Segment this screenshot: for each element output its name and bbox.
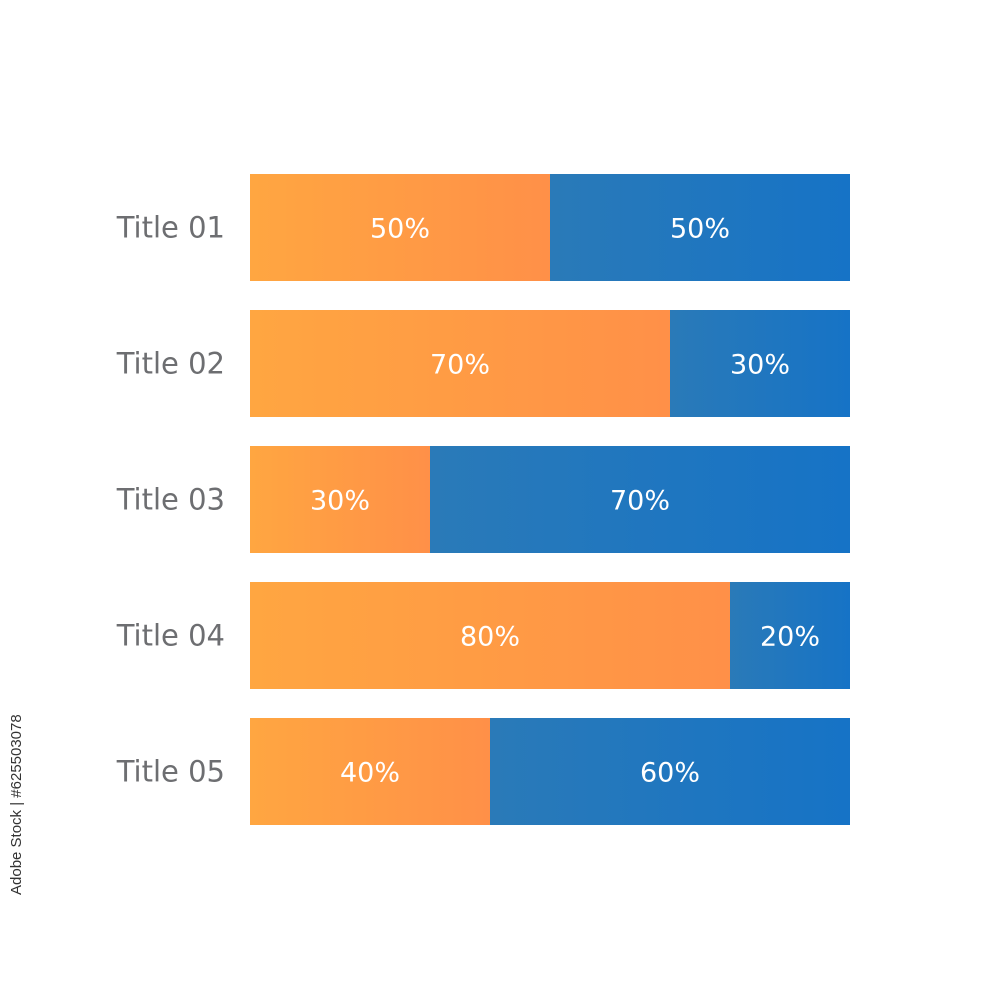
bar-segment-blue [430, 446, 850, 553]
bar-segment-orange [250, 310, 670, 417]
bar-value-label: 70% [430, 350, 490, 381]
bar-value-label: 60% [640, 758, 700, 789]
category-label: Title 03 [116, 483, 225, 517]
bar-value-label: 80% [460, 622, 520, 653]
bar-segment-orange [250, 174, 550, 281]
bar-segment-blue [550, 174, 850, 281]
bar-segment-orange [250, 718, 490, 825]
bar-value-label: 20% [760, 622, 820, 653]
bar-segment-orange [250, 582, 730, 689]
category-label: Title 01 [116, 211, 225, 245]
bar-segment-orange [250, 446, 430, 553]
bar-value-label: 50% [370, 214, 430, 245]
bar-value-label: 40% [340, 758, 400, 789]
bar-value-label: 30% [730, 350, 790, 381]
category-label: Title 05 [116, 755, 225, 789]
chart-marks: Title 01 50% 50% Title 02 70% 30% Title 03 30% 7… [116, 174, 850, 825]
bar-segment-blue [670, 310, 850, 417]
bar-value-label: 30% [310, 486, 370, 517]
bar-value-label: 70% [610, 486, 670, 517]
bar-segment-blue [730, 582, 850, 689]
category-label: Title 04 [116, 619, 225, 653]
stock-watermark-id: Adobe Stock | #625503078 [8, 714, 25, 895]
category-label: Title 02 [116, 347, 225, 381]
bar-value-label: 50% [670, 214, 730, 245]
bar-segment-blue [490, 718, 850, 825]
